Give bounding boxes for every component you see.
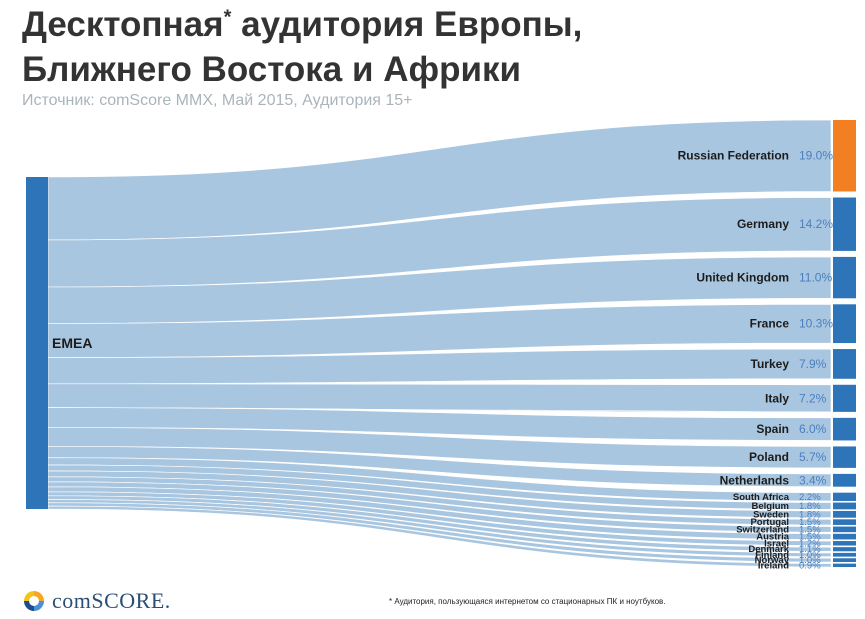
target-node-united-kingdom bbox=[833, 256, 856, 299]
title-line1-part2: аудитория Европы, bbox=[231, 5, 583, 44]
label-spain: Spain bbox=[756, 422, 789, 436]
target-node-israel bbox=[833, 541, 856, 546]
label-belgium: Belgium bbox=[752, 501, 789, 512]
target-node-denmark bbox=[833, 547, 856, 552]
label-united-kingdom: United Kingdom bbox=[696, 271, 789, 285]
label-netherlands: Netherlands bbox=[720, 473, 790, 487]
label-italy: Italy bbox=[765, 391, 789, 405]
value-united-kingdom: 11.0% bbox=[799, 271, 832, 285]
value-ireland: 0.9% bbox=[799, 560, 821, 571]
flow-russian-federation bbox=[47, 119, 832, 241]
label-russian-federation: Russian Federation bbox=[678, 149, 789, 163]
label-denmark: Denmark bbox=[748, 544, 789, 555]
value-norway: 1.0% bbox=[799, 555, 821, 566]
target-node-poland bbox=[833, 446, 856, 468]
label-france: France bbox=[750, 317, 790, 331]
source-label-emea: EMEA bbox=[52, 335, 92, 351]
label-israel: Israel bbox=[764, 538, 789, 549]
flow-ireland bbox=[47, 505, 832, 568]
flow-norway bbox=[47, 502, 832, 563]
value-germany: 14.2% bbox=[799, 217, 833, 231]
label-austria: Austria bbox=[756, 532, 789, 543]
flow-sweden bbox=[47, 470, 832, 519]
flow-belgium bbox=[47, 464, 832, 510]
flow-portugal bbox=[47, 476, 832, 526]
flow-italy bbox=[47, 383, 832, 413]
value-spain: 6.0% bbox=[799, 422, 827, 436]
flow-finland bbox=[47, 499, 832, 557]
value-sweden: 1.8% bbox=[799, 509, 821, 520]
target-node-switzerland bbox=[833, 526, 856, 533]
label-poland: Poland bbox=[749, 450, 789, 464]
value-south-africa: 2.2% bbox=[799, 492, 821, 503]
chart-subtitle: Источник: comScore MMX, Май 2015, Аудито… bbox=[22, 92, 413, 109]
label-finland: Finland bbox=[755, 550, 789, 561]
target-node-netherlands bbox=[833, 473, 856, 487]
target-node-russian-federation bbox=[833, 120, 856, 192]
target-node-italy bbox=[833, 384, 856, 412]
comscore-logo: comSCORE. bbox=[22, 588, 171, 614]
target-node-austria bbox=[833, 533, 856, 540]
label-ireland: Ireland bbox=[758, 560, 789, 571]
value-italy: 7.2% bbox=[799, 391, 827, 405]
label-norway: Norway bbox=[755, 555, 790, 566]
comscore-logo-icon bbox=[24, 591, 44, 611]
label-germany: Germany bbox=[737, 217, 789, 231]
value-switzerland: 1.5% bbox=[799, 524, 821, 535]
value-denmark: 1.1% bbox=[799, 544, 821, 555]
chart-title: Десктопная* аудитория Европы, Ближнего В… bbox=[22, 2, 852, 92]
target-node-turkey bbox=[833, 349, 856, 379]
title-line2: Ближнего Востока и Африки bbox=[22, 50, 522, 89]
value-turkey: 7.9% bbox=[799, 357, 827, 371]
value-belgium: 1.8% bbox=[799, 501, 821, 512]
target-node-finland bbox=[833, 552, 856, 557]
value-finland: 1.0% bbox=[799, 550, 821, 561]
target-node-spain bbox=[833, 417, 856, 441]
target-node-south-africa bbox=[833, 492, 856, 501]
flow-switzerland bbox=[47, 481, 832, 533]
flow-poland bbox=[47, 427, 832, 469]
target-node-ireland bbox=[833, 563, 856, 567]
flow-austria bbox=[47, 486, 832, 540]
flow-netherlands bbox=[47, 446, 832, 487]
label-switzerland: Switzerland bbox=[736, 524, 789, 535]
flow-spain bbox=[47, 407, 832, 441]
value-poland: 5.7% bbox=[799, 450, 827, 464]
title-line1-part1: Десктопная bbox=[22, 5, 224, 44]
target-node-belgium bbox=[833, 502, 856, 510]
title-asterisk: * bbox=[223, 6, 232, 29]
flow-denmark bbox=[47, 495, 832, 552]
target-node-portugal bbox=[833, 519, 856, 525]
target-node-france bbox=[833, 304, 856, 344]
value-russian-federation: 19.0% bbox=[799, 149, 833, 163]
comscore-logo-text: comSCORE. bbox=[52, 588, 171, 613]
flow-israel bbox=[47, 491, 832, 546]
value-austria: 1.5% bbox=[799, 532, 821, 543]
source-node-emea bbox=[26, 177, 48, 509]
value-netherlands: 3.4% bbox=[799, 473, 827, 487]
value-israel: 1.2% bbox=[799, 538, 821, 549]
label-turkey: Turkey bbox=[751, 357, 790, 371]
flow-germany bbox=[47, 197, 832, 288]
value-france: 10.3% bbox=[799, 317, 833, 331]
footnote: * Аудитория, пользующаяся интернетом со … bbox=[389, 597, 666, 606]
flow-united-kingdom bbox=[47, 256, 832, 324]
value-portugal: 1.5% bbox=[799, 517, 821, 528]
target-node-sweden bbox=[833, 510, 856, 518]
flow-south-africa bbox=[47, 457, 832, 502]
label-south-africa: South Africa bbox=[733, 492, 790, 503]
target-node-norway bbox=[833, 558, 856, 563]
flow-france bbox=[47, 304, 832, 358]
label-sweden: Sweden bbox=[753, 509, 789, 520]
label-portugal: Portugal bbox=[750, 517, 789, 528]
target-node-germany bbox=[833, 197, 856, 251]
flow-turkey bbox=[47, 348, 832, 385]
